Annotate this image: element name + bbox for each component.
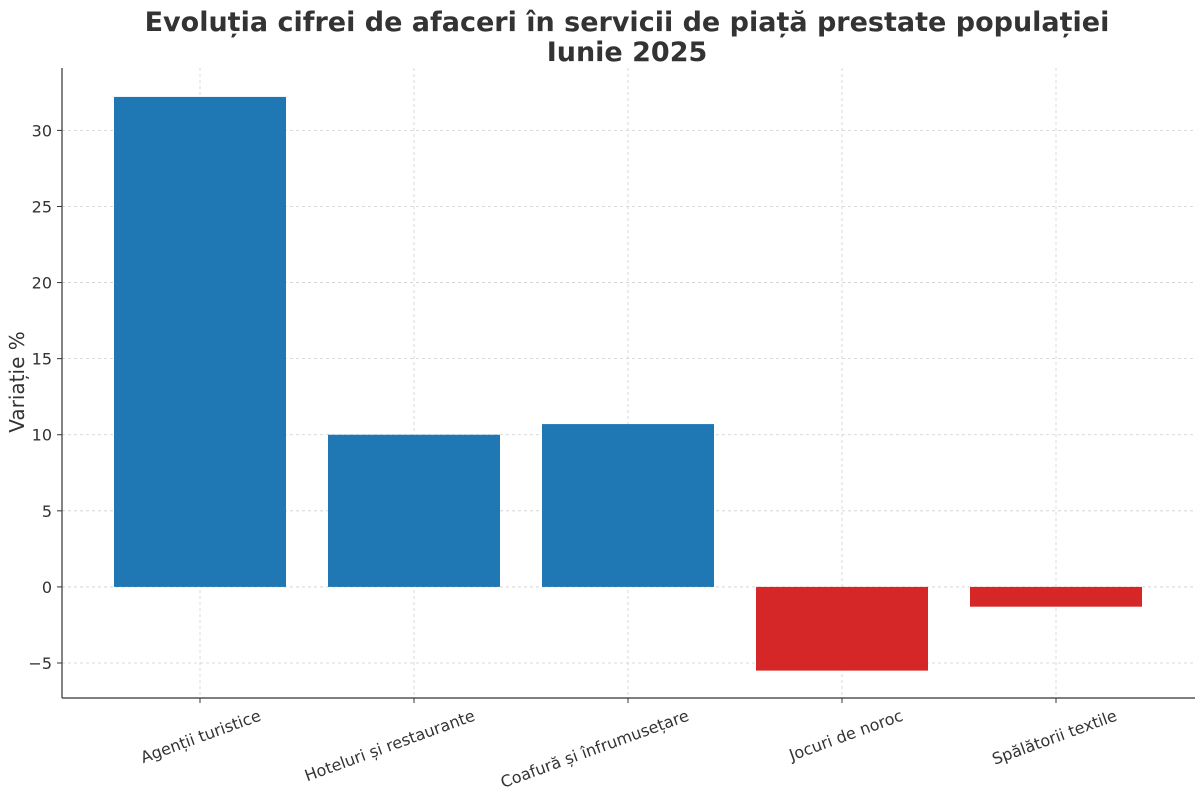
y-tick-label: −5 [28,654,52,673]
y-tick-label: 25 [32,197,52,216]
bar [328,434,500,587]
chart-title-line2: Iunie 2025 [547,37,708,68]
x-tick-label: Spălătorii textile [989,706,1119,769]
y-tick-label: 20 [32,274,52,293]
chart-title-line1: Evoluția cifrei de afaceri în servicii d… [145,7,1110,38]
y-axis-label: Variație % [5,331,29,432]
x-tick-label: Agenții turistice [138,706,263,767]
y-tick-label: 30 [32,121,52,140]
y-tick-label: 0 [42,578,52,597]
y-tick-label: 5 [42,502,52,521]
bar [542,424,714,587]
y-tick-label: 15 [32,350,52,369]
x-tick-label: Coafură și înfrumusețare [498,706,691,792]
bars [114,96,1142,671]
y-ticks: −5 0 5 10 15 20 25 30 [28,121,62,673]
y-tick-label: 10 [32,426,52,445]
x-tick-label: Hoteluri și restaurante [302,706,477,785]
bar [114,96,286,587]
bar [970,586,1142,607]
x-tick-label: Jocuri de noroc [786,706,906,765]
bar [756,586,928,671]
x-ticks: Agenții turistice Hoteluri și restaurante… [138,698,1119,792]
